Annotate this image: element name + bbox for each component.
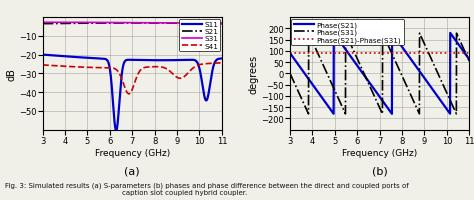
Phase(S21)-Phase(S31) xyxy=(410,53,416,55)
Phase(S21) xyxy=(410,62,416,64)
Line: S21: S21 xyxy=(43,24,222,25)
S41 xyxy=(219,62,225,65)
Phase(S21) xyxy=(389,113,395,115)
X-axis label: Frequency (GHz): Frequency (GHz) xyxy=(342,148,417,157)
S11 xyxy=(183,59,189,62)
Text: (b): (b) xyxy=(372,166,388,176)
S11 xyxy=(58,55,64,58)
S21 xyxy=(163,23,169,25)
Line: Phase(S21): Phase(S21) xyxy=(290,34,469,114)
S11 xyxy=(219,58,225,60)
Phase(S21)-Phase(S31) xyxy=(427,53,433,55)
Phase(S31) xyxy=(466,61,472,63)
Phase(S21)-Phase(S31) xyxy=(430,53,436,55)
Phase(S21) xyxy=(366,81,372,84)
Phase(S21) xyxy=(430,90,436,92)
S11 xyxy=(112,126,118,129)
Phase(S21) xyxy=(360,72,365,75)
S31 xyxy=(40,22,46,24)
Phase(S31) xyxy=(430,63,436,65)
S21 xyxy=(58,23,64,25)
Legend: Phase(S21), Phase(S31), Phase(S21)-Phase(S31): Phase(S21), Phase(S31), Phase(S21)-Phase… xyxy=(292,19,403,46)
S31 xyxy=(119,22,125,25)
S11 xyxy=(113,130,119,132)
X-axis label: Frequency (GHz): Frequency (GHz) xyxy=(95,148,170,157)
S41 xyxy=(163,68,169,70)
S31 xyxy=(163,23,169,25)
Phase(S21)-Phase(S31) xyxy=(360,53,365,55)
S41 xyxy=(119,78,125,80)
Phase(S31) xyxy=(306,113,311,116)
S21 xyxy=(112,23,118,25)
Text: Fig. 3: Simulated results (a) S-parameters (b) phases and phase difference betwe: Fig. 3: Simulated results (a) S-paramete… xyxy=(5,182,409,195)
Phase(S21) xyxy=(466,59,472,61)
S21 xyxy=(40,23,46,26)
Phase(S21) xyxy=(287,53,293,55)
Line: S11: S11 xyxy=(43,55,222,131)
S41 xyxy=(112,68,118,71)
Line: Phase(S31): Phase(S31) xyxy=(290,34,469,114)
S31 xyxy=(180,23,185,25)
Line: S31: S31 xyxy=(43,23,222,24)
Phase(S31) xyxy=(360,70,365,72)
Phase(S31) xyxy=(454,33,459,35)
S31 xyxy=(58,22,64,24)
Phase(S31) xyxy=(410,100,416,102)
Y-axis label: dB: dB xyxy=(6,68,16,80)
Phase(S21) xyxy=(427,85,433,87)
Phase(S21) xyxy=(447,33,453,35)
Phase(S31) xyxy=(287,73,293,75)
S21 xyxy=(219,23,225,26)
S31 xyxy=(219,23,225,25)
S21 xyxy=(128,23,133,25)
Phase(S21)-Phase(S31) xyxy=(287,53,293,55)
S21 xyxy=(119,23,125,25)
Phase(S31) xyxy=(305,113,311,115)
S11 xyxy=(40,54,46,57)
S31 xyxy=(183,23,189,25)
S11 xyxy=(180,59,185,62)
S41 xyxy=(180,77,185,79)
S41 xyxy=(58,66,64,68)
Phase(S21)-Phase(S31) xyxy=(466,53,472,55)
Text: (a): (a) xyxy=(125,166,140,176)
S41 xyxy=(183,75,189,77)
S11 xyxy=(119,74,125,76)
Phase(S21)-Phase(S31) xyxy=(366,53,372,55)
S31 xyxy=(112,22,118,25)
Y-axis label: degrees: degrees xyxy=(248,55,258,93)
S11 xyxy=(163,60,169,62)
Line: S41: S41 xyxy=(43,63,222,94)
Phase(S21) xyxy=(305,78,311,80)
Phase(S31) xyxy=(366,84,372,87)
S41 xyxy=(126,93,132,96)
Phase(S21)-Phase(S31) xyxy=(305,53,311,55)
Phase(S31) xyxy=(427,56,433,58)
S21 xyxy=(183,23,189,25)
S41 xyxy=(40,64,46,67)
S21 xyxy=(180,23,185,25)
Legend: S11, S21, S31, S41: S11, S21, S31, S41 xyxy=(179,19,220,52)
